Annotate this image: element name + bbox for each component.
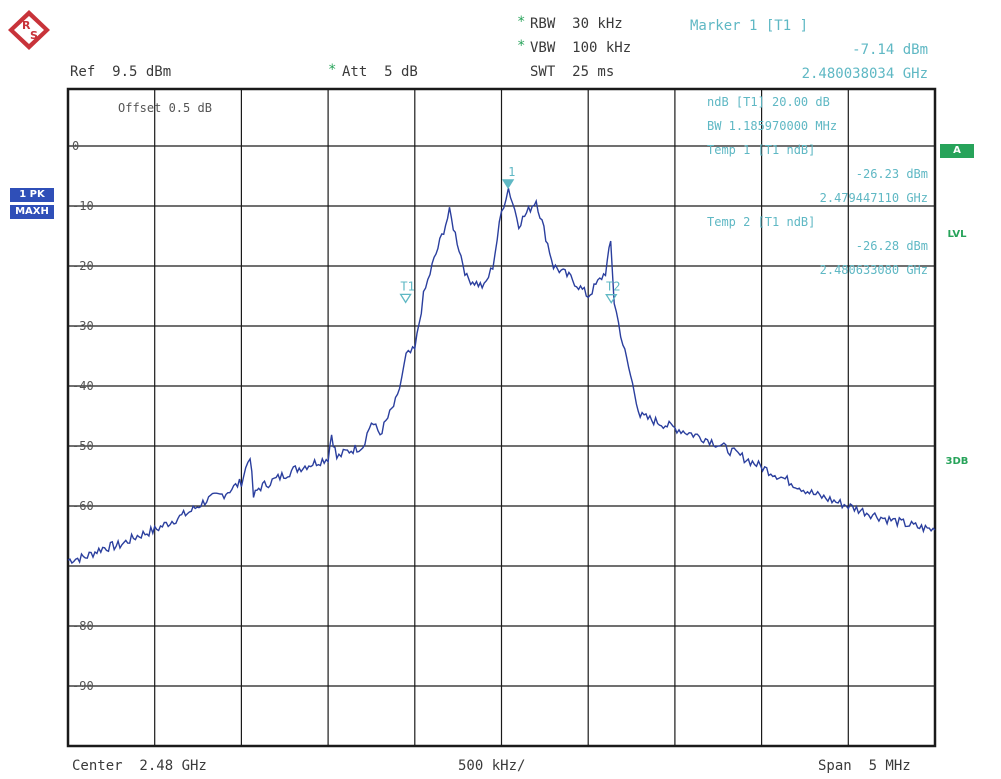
center-frequency: Center 2.48 GHz bbox=[72, 758, 207, 774]
y-tick-label: -50 bbox=[72, 439, 94, 453]
trace-mode-badge: 1 PK bbox=[10, 188, 54, 202]
marker-level: -7.14 dBm bbox=[852, 42, 928, 58]
a-badge: A bbox=[940, 144, 974, 158]
marker-freq: 2.480038034 GHz bbox=[801, 66, 928, 82]
y-tick-label: -90 bbox=[72, 679, 94, 693]
spectrum-trace bbox=[67, 187, 936, 565]
marker-label: T1 bbox=[400, 279, 414, 293]
y-tick-labels: 0 -10 -20 -30 -40 -50 -60 -80 -90 bbox=[72, 139, 94, 693]
ndb-line: ndB [T1] 20.00 dB bbox=[707, 95, 830, 109]
temp2-title: Temp 2 [T1 ndB] bbox=[707, 215, 815, 229]
svg-text:R: R bbox=[22, 19, 31, 32]
span: Span 5 MHz bbox=[818, 758, 911, 774]
temp1-freq: 2.479447110 GHz bbox=[820, 191, 928, 205]
lvl-badge: LVL bbox=[947, 229, 967, 240]
marker-1: 1 bbox=[501, 165, 515, 190]
temp1-title: Temp 1 [T1 ndB] bbox=[707, 143, 815, 157]
y-tick-label: -60 bbox=[72, 499, 94, 513]
y-tick-label: -20 bbox=[72, 259, 94, 273]
marker-triangle bbox=[501, 179, 515, 190]
temp1-level: -26.23 dBm bbox=[856, 167, 928, 181]
temp2-freq: 2.480633080 GHz bbox=[820, 263, 928, 277]
attenuation: Att 5 dB bbox=[342, 64, 418, 80]
temp2-level: -26.28 dBm bbox=[856, 239, 928, 253]
rs-logo: R S bbox=[8, 10, 50, 50]
y-tick-label: -10 bbox=[72, 199, 94, 213]
rbw-star: * bbox=[517, 14, 526, 30]
att-star: * bbox=[328, 62, 337, 78]
marker-label: T2 bbox=[606, 280, 620, 294]
detector-mode-badge: MAXH bbox=[10, 205, 54, 219]
y-tick-label: -80 bbox=[72, 619, 94, 633]
grid bbox=[66, 87, 937, 748]
marker-triangle bbox=[399, 293, 412, 304]
marker-label: 1 bbox=[508, 165, 515, 179]
marker-t2: T2 bbox=[605, 280, 621, 304]
ndb-readout: ndB [T1] 20.00 dB BW 1.185970000 MHz Tem… bbox=[707, 95, 928, 277]
marker-t1: T1 bbox=[399, 279, 415, 304]
y-tick-label: -40 bbox=[72, 379, 94, 393]
frequency-per-division: 500 kHz/ bbox=[458, 758, 526, 774]
sweep-time: SWT 25 ms bbox=[530, 64, 615, 80]
rbw: RBW 30 kHz bbox=[530, 16, 623, 32]
bw-line: BW 1.185970000 MHz bbox=[707, 119, 837, 133]
svg-text:S: S bbox=[30, 29, 38, 42]
marker-title: Marker 1 [T1 ] bbox=[690, 18, 809, 34]
y-tick-label: 0 bbox=[72, 139, 79, 153]
y-tick-label: -30 bbox=[72, 319, 94, 333]
offset-label: Offset 0.5 dB bbox=[118, 101, 212, 115]
3db-badge: 3DB bbox=[945, 456, 969, 467]
ref-level: Ref 9.5 dBm bbox=[70, 64, 172, 80]
vbw-star: * bbox=[517, 38, 526, 54]
vbw: VBW 100 kHz bbox=[530, 40, 632, 56]
markers: 1 T1 T2 bbox=[399, 165, 621, 304]
marker-triangle bbox=[605, 294, 618, 304]
